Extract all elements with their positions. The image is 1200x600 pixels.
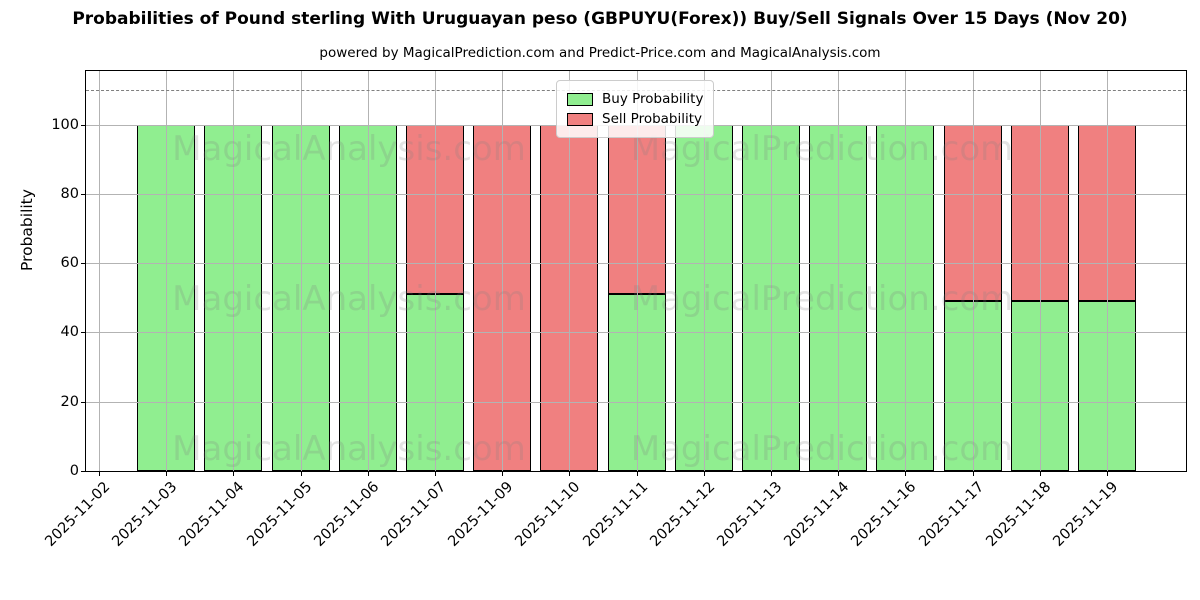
y-tick-mark (81, 124, 86, 126)
x-tick-mark (636, 471, 638, 476)
gridline-vertical (636, 71, 638, 471)
x-tick-mark (502, 471, 504, 476)
y-tick-mark (81, 471, 86, 472)
x-tick-mark (771, 471, 772, 476)
x-tick-mark (166, 471, 168, 476)
y-tick-mark (81, 263, 86, 265)
gridline-vertical (367, 71, 369, 471)
x-tick-mark (1039, 471, 1041, 476)
gridline-horizontal (86, 263, 1186, 265)
legend-label: Sell Probability (602, 111, 703, 127)
y-tick-label: 100 (51, 116, 79, 133)
x-tick-mark (905, 471, 907, 476)
gridline-vertical (233, 71, 235, 471)
x-tick-mark (703, 471, 705, 476)
gridline-vertical (300, 71, 302, 471)
gridline-horizontal (86, 401, 1186, 403)
gridline-vertical (972, 71, 974, 471)
y-tick-mark (81, 193, 86, 195)
legend: Buy Probability Sell Probability (556, 80, 715, 138)
x-tick-mark (972, 471, 974, 476)
gridline-vertical (905, 71, 907, 471)
legend-swatch-icon (567, 93, 593, 106)
gridline-vertical (435, 71, 436, 471)
x-tick-mark (99, 471, 100, 476)
chart-subtitle: powered by MagicalPrediction.com and Pre… (319, 45, 881, 61)
x-tick-mark (367, 471, 369, 476)
y-tick-label: 0 (69, 463, 79, 479)
legend-item: Sell Probability (567, 111, 703, 128)
gridline-vertical (502, 71, 504, 471)
x-tick-mark (569, 471, 571, 476)
gridline-horizontal (86, 193, 1186, 195)
legend-label: Buy Probability (602, 91, 704, 107)
gridline-vertical (1107, 71, 1108, 471)
gridline-horizontal (86, 332, 1186, 334)
plot-area: MagicalAnalysis.com MagicalPrediction.com… (18, 70, 1187, 550)
x-tick-mark (435, 471, 436, 476)
y-tick-label: 40 (60, 324, 79, 341)
y-tick-label: 60 (60, 255, 79, 272)
y-tick-mark (81, 332, 86, 334)
x-tick-mark (300, 471, 302, 476)
x-tick-mark (838, 471, 840, 476)
legend-swatch-icon (567, 113, 593, 126)
y-tick-mark (81, 401, 86, 403)
x-tick-mark (1107, 471, 1108, 476)
chart-title: Probabilities of Pound sterling With Uru… (72, 9, 1128, 29)
gridline-vertical (99, 71, 100, 471)
gridline-vertical (1039, 71, 1041, 471)
gridline-vertical (569, 71, 571, 471)
x-tick-mark (233, 471, 235, 476)
gridline-vertical (703, 71, 705, 471)
gridline-vertical (838, 71, 840, 471)
y-tick-label: 20 (60, 393, 79, 410)
gridline-vertical (771, 71, 772, 471)
legend-item: Buy Probability (567, 91, 703, 108)
y-tick-label: 80 (60, 185, 79, 202)
gridline-vertical (166, 71, 168, 471)
